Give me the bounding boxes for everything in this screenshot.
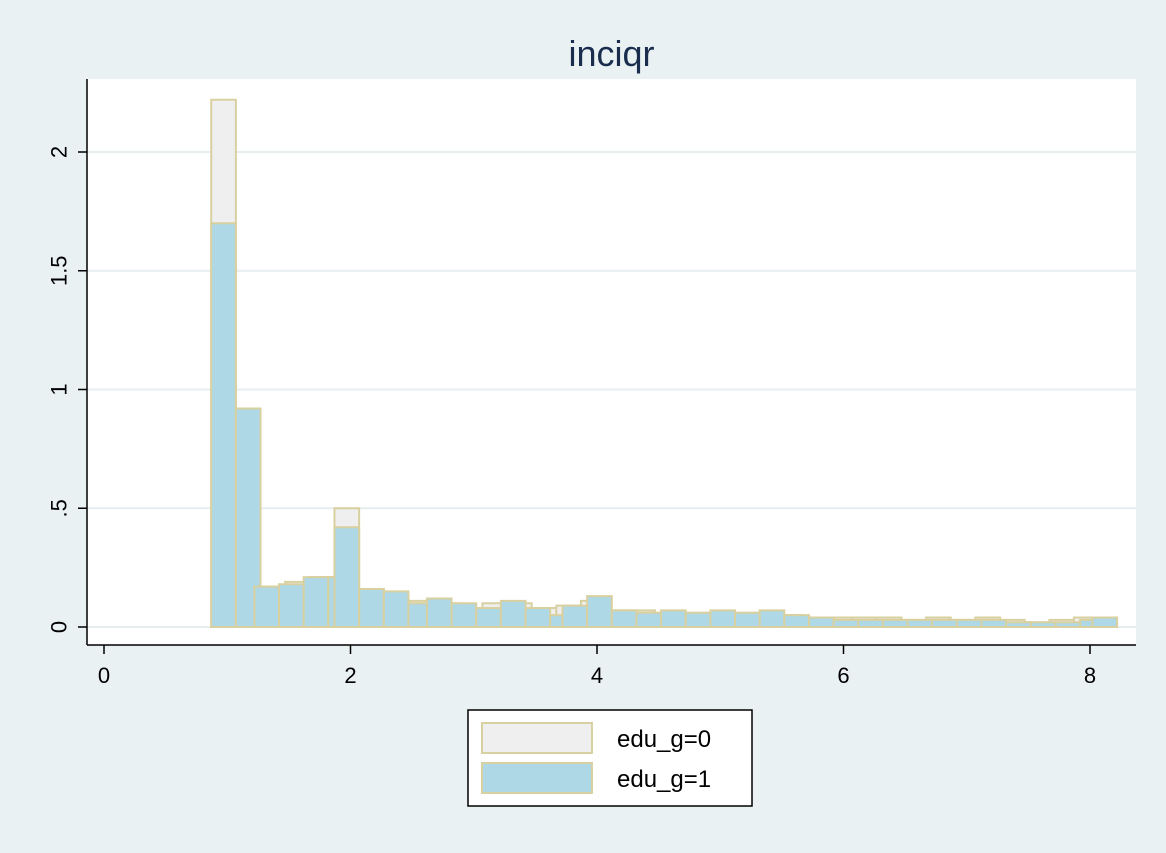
bar-series1-6	[333, 526, 361, 628]
bar-series1-22	[709, 609, 737, 628]
axes	[86, 79, 1136, 646]
bar-series1-12	[475, 607, 502, 628]
y-tick-label-4: 2	[47, 146, 72, 158]
bar-series1-18	[610, 609, 638, 628]
bar-series1-31	[931, 618, 958, 628]
x-tick-label-4: 8	[1084, 663, 1096, 688]
bar-series1-19	[635, 611, 663, 628]
bar-series1-28	[857, 618, 884, 628]
bars	[210, 98, 1119, 628]
bar-series1-30	[906, 618, 934, 628]
x-tick-label-0: 0	[98, 663, 110, 688]
x-tick-label-1: 2	[344, 663, 356, 688]
legend-label-0: edu_g=0	[617, 726, 711, 753]
bar-series1-29	[881, 618, 909, 628]
bar-series1-21	[684, 611, 712, 628]
bar-series1-4	[302, 576, 330, 628]
bar-series1-13	[499, 599, 527, 628]
bar-series1-3	[278, 583, 305, 628]
tick-labels: 0 2 4 6 8 0 .5 1 1.5 2	[47, 146, 1097, 688]
bar-series1-34	[1005, 621, 1032, 628]
legend: edu_g=0 edu_g=1	[467, 709, 753, 807]
chart-title: inciqr	[568, 33, 654, 74]
y-tick-label-3: 1.5	[47, 255, 72, 286]
legend-swatch-1	[481, 762, 593, 794]
bar-series1-25	[783, 614, 810, 628]
bar-series1-10	[425, 597, 453, 628]
legend-swatch-0	[481, 722, 593, 754]
x-tick-label-3: 6	[837, 663, 849, 688]
x-tick-label-2: 4	[591, 663, 603, 688]
plot-area	[87, 79, 1136, 645]
bar-series1-23	[734, 611, 761, 628]
y-tick-label-2: 1	[47, 383, 72, 395]
y-tick-label-1: .5	[47, 499, 72, 517]
bar-series1-11	[450, 602, 478, 628]
bar-series1-17	[586, 595, 613, 628]
bar-series1-32	[955, 618, 983, 628]
bar-series1-36	[1054, 621, 1082, 628]
bar-series1-35	[1029, 621, 1057, 628]
bar-series1-14	[524, 607, 552, 628]
bar-series1-24	[758, 609, 786, 628]
bar-series1-26	[807, 616, 835, 628]
bar-series1-2	[253, 585, 281, 628]
bar-series1-33	[980, 618, 1008, 628]
bar-series1-16	[561, 604, 589, 628]
bar-series1-38	[1091, 616, 1119, 628]
bar-series1-27	[832, 618, 860, 628]
y-tick-label-0: 0	[47, 621, 72, 633]
legend-label-1: edu_g=1	[617, 766, 711, 793]
bar-series1-20	[660, 609, 687, 628]
bar-series1-7	[358, 588, 385, 628]
bar-series1-8	[382, 590, 410, 628]
bar-series1-0	[210, 222, 237, 628]
series-1	[210, 222, 1119, 628]
